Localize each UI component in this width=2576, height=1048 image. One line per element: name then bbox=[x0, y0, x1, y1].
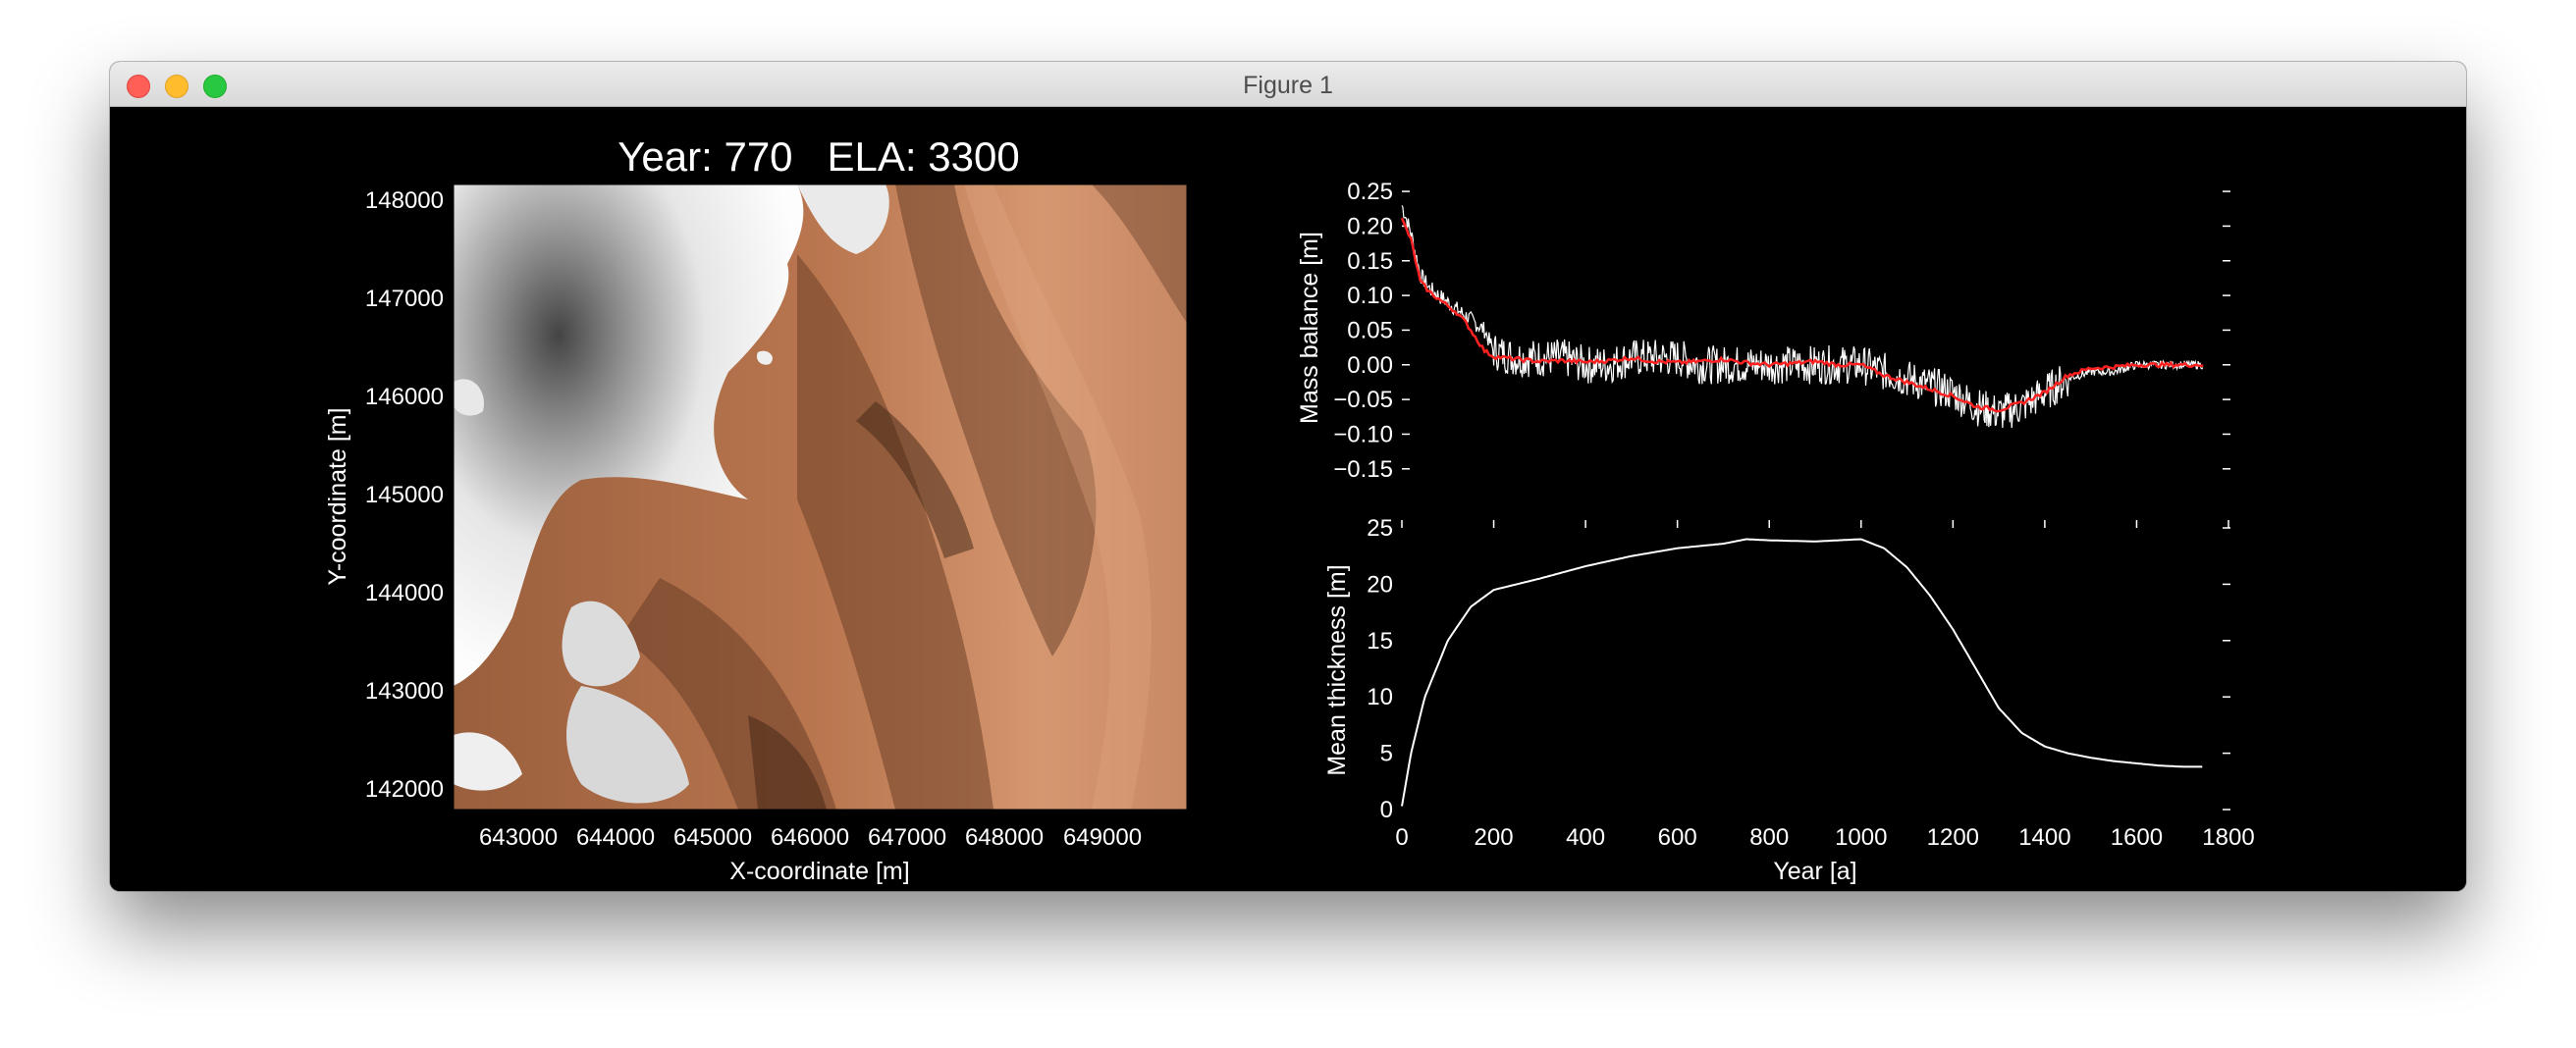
map-title: Year: 770 ELA: 3300 bbox=[617, 133, 1019, 180]
th-xlabel: Year [a] bbox=[1773, 858, 1856, 885]
zoom-button[interactable] bbox=[203, 75, 227, 98]
figure-canvas: Year: 770 ELA: 3300 bbox=[110, 107, 2466, 891]
mb-smoothed-series bbox=[1400, 217, 2204, 413]
minimize-button[interactable] bbox=[165, 75, 188, 98]
mb-ytick: 0.15 bbox=[1347, 248, 1393, 275]
mb-ytick: −0.05 bbox=[1333, 387, 1393, 413]
mb-ytick: 0.25 bbox=[1347, 179, 1393, 205]
map-ytick: 148000 bbox=[365, 187, 444, 214]
title-bar: Figure 1 bbox=[110, 62, 2466, 107]
map-yticks: 148000 147000 146000 145000 144000 14300… bbox=[365, 187, 444, 803]
mass-balance-plot: Mass balance [m] 0.25 0.20 0.15 0.10 0.05 0.0… bbox=[1296, 179, 2230, 483]
close-button[interactable] bbox=[127, 75, 150, 98]
map-xtick: 646000 bbox=[771, 824, 849, 851]
map-xtick: 648000 bbox=[965, 824, 1044, 851]
map-xtick: 644000 bbox=[576, 824, 655, 851]
th-ytick: 25 bbox=[1367, 515, 1393, 542]
mb-ytick: −0.10 bbox=[1333, 421, 1393, 447]
mb-annual-series bbox=[1401, 205, 2204, 429]
mb-ytick: −0.15 bbox=[1333, 456, 1393, 483]
map-xtick: 645000 bbox=[673, 824, 752, 851]
map-xtick: 649000 bbox=[1063, 824, 1142, 851]
mb-ytick: 0.10 bbox=[1347, 283, 1393, 309]
th-ytick: 20 bbox=[1367, 571, 1393, 598]
th-ytick: 0 bbox=[1380, 797, 1393, 823]
th-xtick: 1000 bbox=[1835, 824, 1887, 851]
thickness-series bbox=[1401, 538, 2203, 807]
mb-ylabel: Mass balance [m] bbox=[1296, 232, 1323, 424]
map-xticks: 643000 644000 645000 646000 647000 64800… bbox=[479, 824, 1142, 851]
th-ytick: 10 bbox=[1367, 684, 1393, 710]
th-xtick: 800 bbox=[1749, 824, 1789, 851]
th-ytick: 5 bbox=[1380, 741, 1393, 767]
map-ytick: 143000 bbox=[365, 678, 444, 705]
map-ylabel: Y-coordinate [m] bbox=[324, 407, 351, 585]
mb-ytick: 0.20 bbox=[1347, 213, 1393, 239]
th-ylabel: Mean thickness [m] bbox=[1323, 564, 1351, 775]
map-xlabel: X-coordinate [m] bbox=[729, 858, 909, 885]
terrain-map bbox=[454, 184, 1187, 810]
th-xtick: 1400 bbox=[2018, 824, 2070, 851]
th-xtick: 1200 bbox=[1927, 824, 1979, 851]
map-ytick: 147000 bbox=[365, 286, 444, 312]
figure-window: Figure 1 Year: 770 ELA: 3 bbox=[110, 62, 2466, 891]
th-ytick: 15 bbox=[1367, 628, 1393, 655]
window-title: Figure 1 bbox=[1243, 72, 1333, 99]
figure-svg: Year: 770 ELA: 3300 bbox=[324, 133, 2255, 885]
th-xtick: 1600 bbox=[2111, 824, 2163, 851]
th-xtick: 400 bbox=[1566, 824, 1605, 851]
map-xtick: 643000 bbox=[479, 824, 558, 851]
mb-ytick: 0.00 bbox=[1347, 352, 1393, 379]
map-ytick: 144000 bbox=[365, 580, 444, 606]
map-ytick: 146000 bbox=[365, 384, 444, 410]
map-xtick: 647000 bbox=[868, 824, 946, 851]
map-ytick: 145000 bbox=[365, 482, 444, 508]
th-xtick: 0 bbox=[1395, 824, 1408, 851]
map-ytick: 142000 bbox=[365, 776, 444, 803]
mean-thickness-plot: Mean thickness [m] Year [a] 25 20 15 10 5 00 2… bbox=[1323, 515, 2255, 885]
th-xtick: 600 bbox=[1658, 824, 1697, 851]
th-xtick: 1800 bbox=[2202, 824, 2254, 851]
mb-ytick: 0.05 bbox=[1347, 317, 1393, 343]
th-xtick: 200 bbox=[1475, 824, 1514, 851]
